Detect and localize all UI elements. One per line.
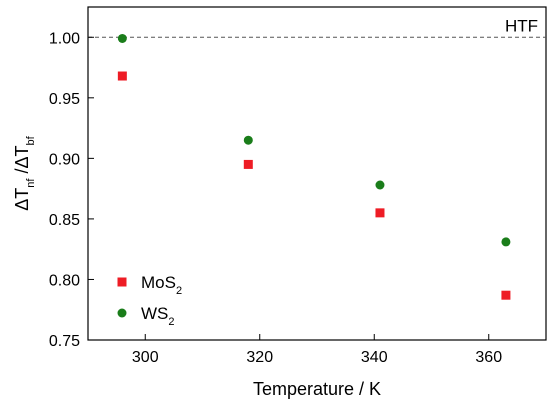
plot-area-border bbox=[87, 6, 547, 341]
y-tick-label: 0.85 bbox=[49, 212, 80, 229]
data-point-ws2 bbox=[501, 237, 511, 247]
reference-line-label: HTF bbox=[505, 16, 538, 35]
y-axis-label-subscript-1: nf bbox=[25, 178, 37, 188]
x-tick-label: 360 bbox=[475, 349, 502, 366]
y-tick-label: 0.75 bbox=[49, 333, 80, 350]
y-axis-label-middle: /ΔT bbox=[12, 145, 32, 178]
reference-line-group: HTF bbox=[88, 16, 546, 38]
x-axis: 300 320 340 360 bbox=[132, 334, 502, 366]
data-points bbox=[117, 33, 511, 300]
y-axis: 0.75 0.80 0.85 0.90 0.95 1.00 bbox=[49, 30, 94, 350]
x-axis-label: Temperature / K bbox=[253, 379, 381, 399]
x-tick-label: 300 bbox=[132, 349, 159, 366]
legend-label: WS2 bbox=[141, 304, 175, 328]
y-tick-label: 0.80 bbox=[49, 272, 80, 289]
data-point-ws2 bbox=[117, 33, 127, 43]
y-axis-label-main: ΔT bbox=[12, 188, 32, 211]
plot-frame bbox=[87, 6, 547, 341]
data-point-mos2 bbox=[243, 159, 253, 169]
x-tick-label: 320 bbox=[246, 349, 273, 366]
legend-marker bbox=[117, 308, 127, 318]
legend-marker bbox=[117, 277, 127, 287]
data-point-ws2 bbox=[243, 135, 253, 145]
data-point-ws2 bbox=[375, 180, 385, 190]
y-axis-label: ΔTnf /ΔTbf bbox=[12, 135, 37, 210]
data-point-mos2 bbox=[501, 290, 511, 300]
y-axis-label-subscript-2: bf bbox=[25, 135, 37, 145]
legend-label: MoS2 bbox=[141, 273, 182, 297]
legend: MoS2 WS2 bbox=[117, 273, 182, 328]
y-tick-label: 0.95 bbox=[49, 91, 80, 108]
y-tick-label: 1.00 bbox=[49, 30, 80, 47]
x-tick-label: 340 bbox=[361, 349, 388, 366]
data-point-mos2 bbox=[117, 71, 127, 81]
data-point-mos2 bbox=[375, 208, 385, 218]
y-tick-label: 0.90 bbox=[49, 151, 80, 168]
